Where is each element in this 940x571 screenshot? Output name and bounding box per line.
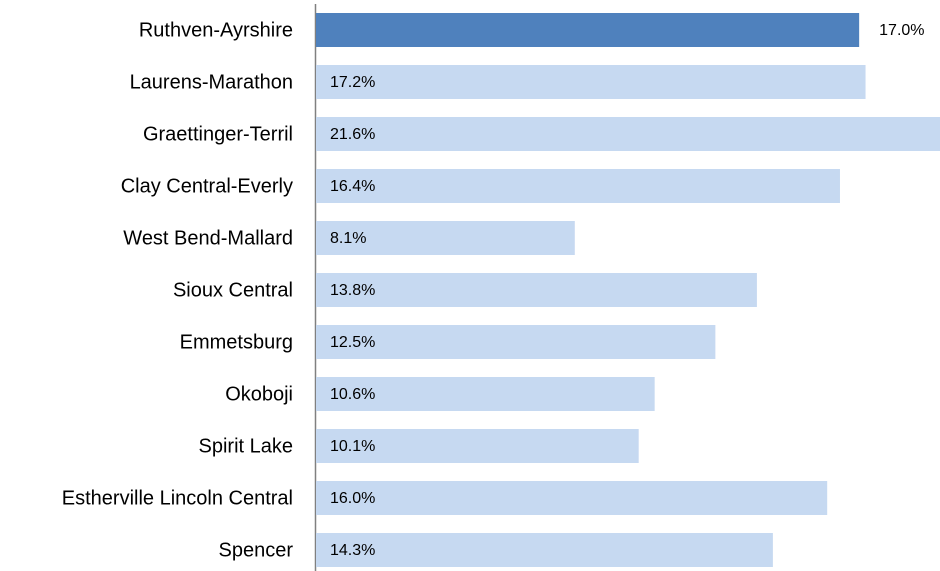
bar xyxy=(316,65,866,99)
value-label: 10.1% xyxy=(330,438,375,455)
bar xyxy=(316,377,655,411)
category-label: Spencer xyxy=(219,539,294,561)
value-label: 8.1% xyxy=(330,230,366,247)
value-label: 14.3% xyxy=(330,542,375,559)
value-label: 16.4% xyxy=(330,178,375,195)
value-label: 17.0% xyxy=(879,22,924,39)
category-label: Ruthven-Ayrshire xyxy=(139,19,293,41)
bar xyxy=(316,481,828,515)
category-label: Laurens-Marathon xyxy=(130,71,293,93)
category-label: Emmetsburg xyxy=(180,331,293,353)
bar xyxy=(316,429,639,463)
value-label: 21.6% xyxy=(330,126,375,143)
category-label: Okoboji xyxy=(225,383,293,405)
bar xyxy=(316,533,773,567)
bar xyxy=(316,13,860,47)
value-label: 12.5% xyxy=(330,334,375,351)
bar xyxy=(316,117,940,151)
bar xyxy=(316,221,575,255)
category-label: Sioux Central xyxy=(173,279,293,301)
value-label: 16.0% xyxy=(330,490,375,507)
category-label: Estherville Lincoln Central xyxy=(62,487,293,509)
category-label: Clay Central-Everly xyxy=(121,175,293,197)
value-label: 10.6% xyxy=(330,386,375,403)
bar xyxy=(316,325,716,359)
value-label: 17.2% xyxy=(330,74,375,91)
category-label: Graettinger-Terril xyxy=(143,123,293,145)
category-label: West Bend-Mallard xyxy=(123,227,293,249)
bar xyxy=(316,273,757,307)
value-label: 13.8% xyxy=(330,282,375,299)
bar xyxy=(316,169,840,203)
category-label: Spirit Lake xyxy=(199,435,294,457)
